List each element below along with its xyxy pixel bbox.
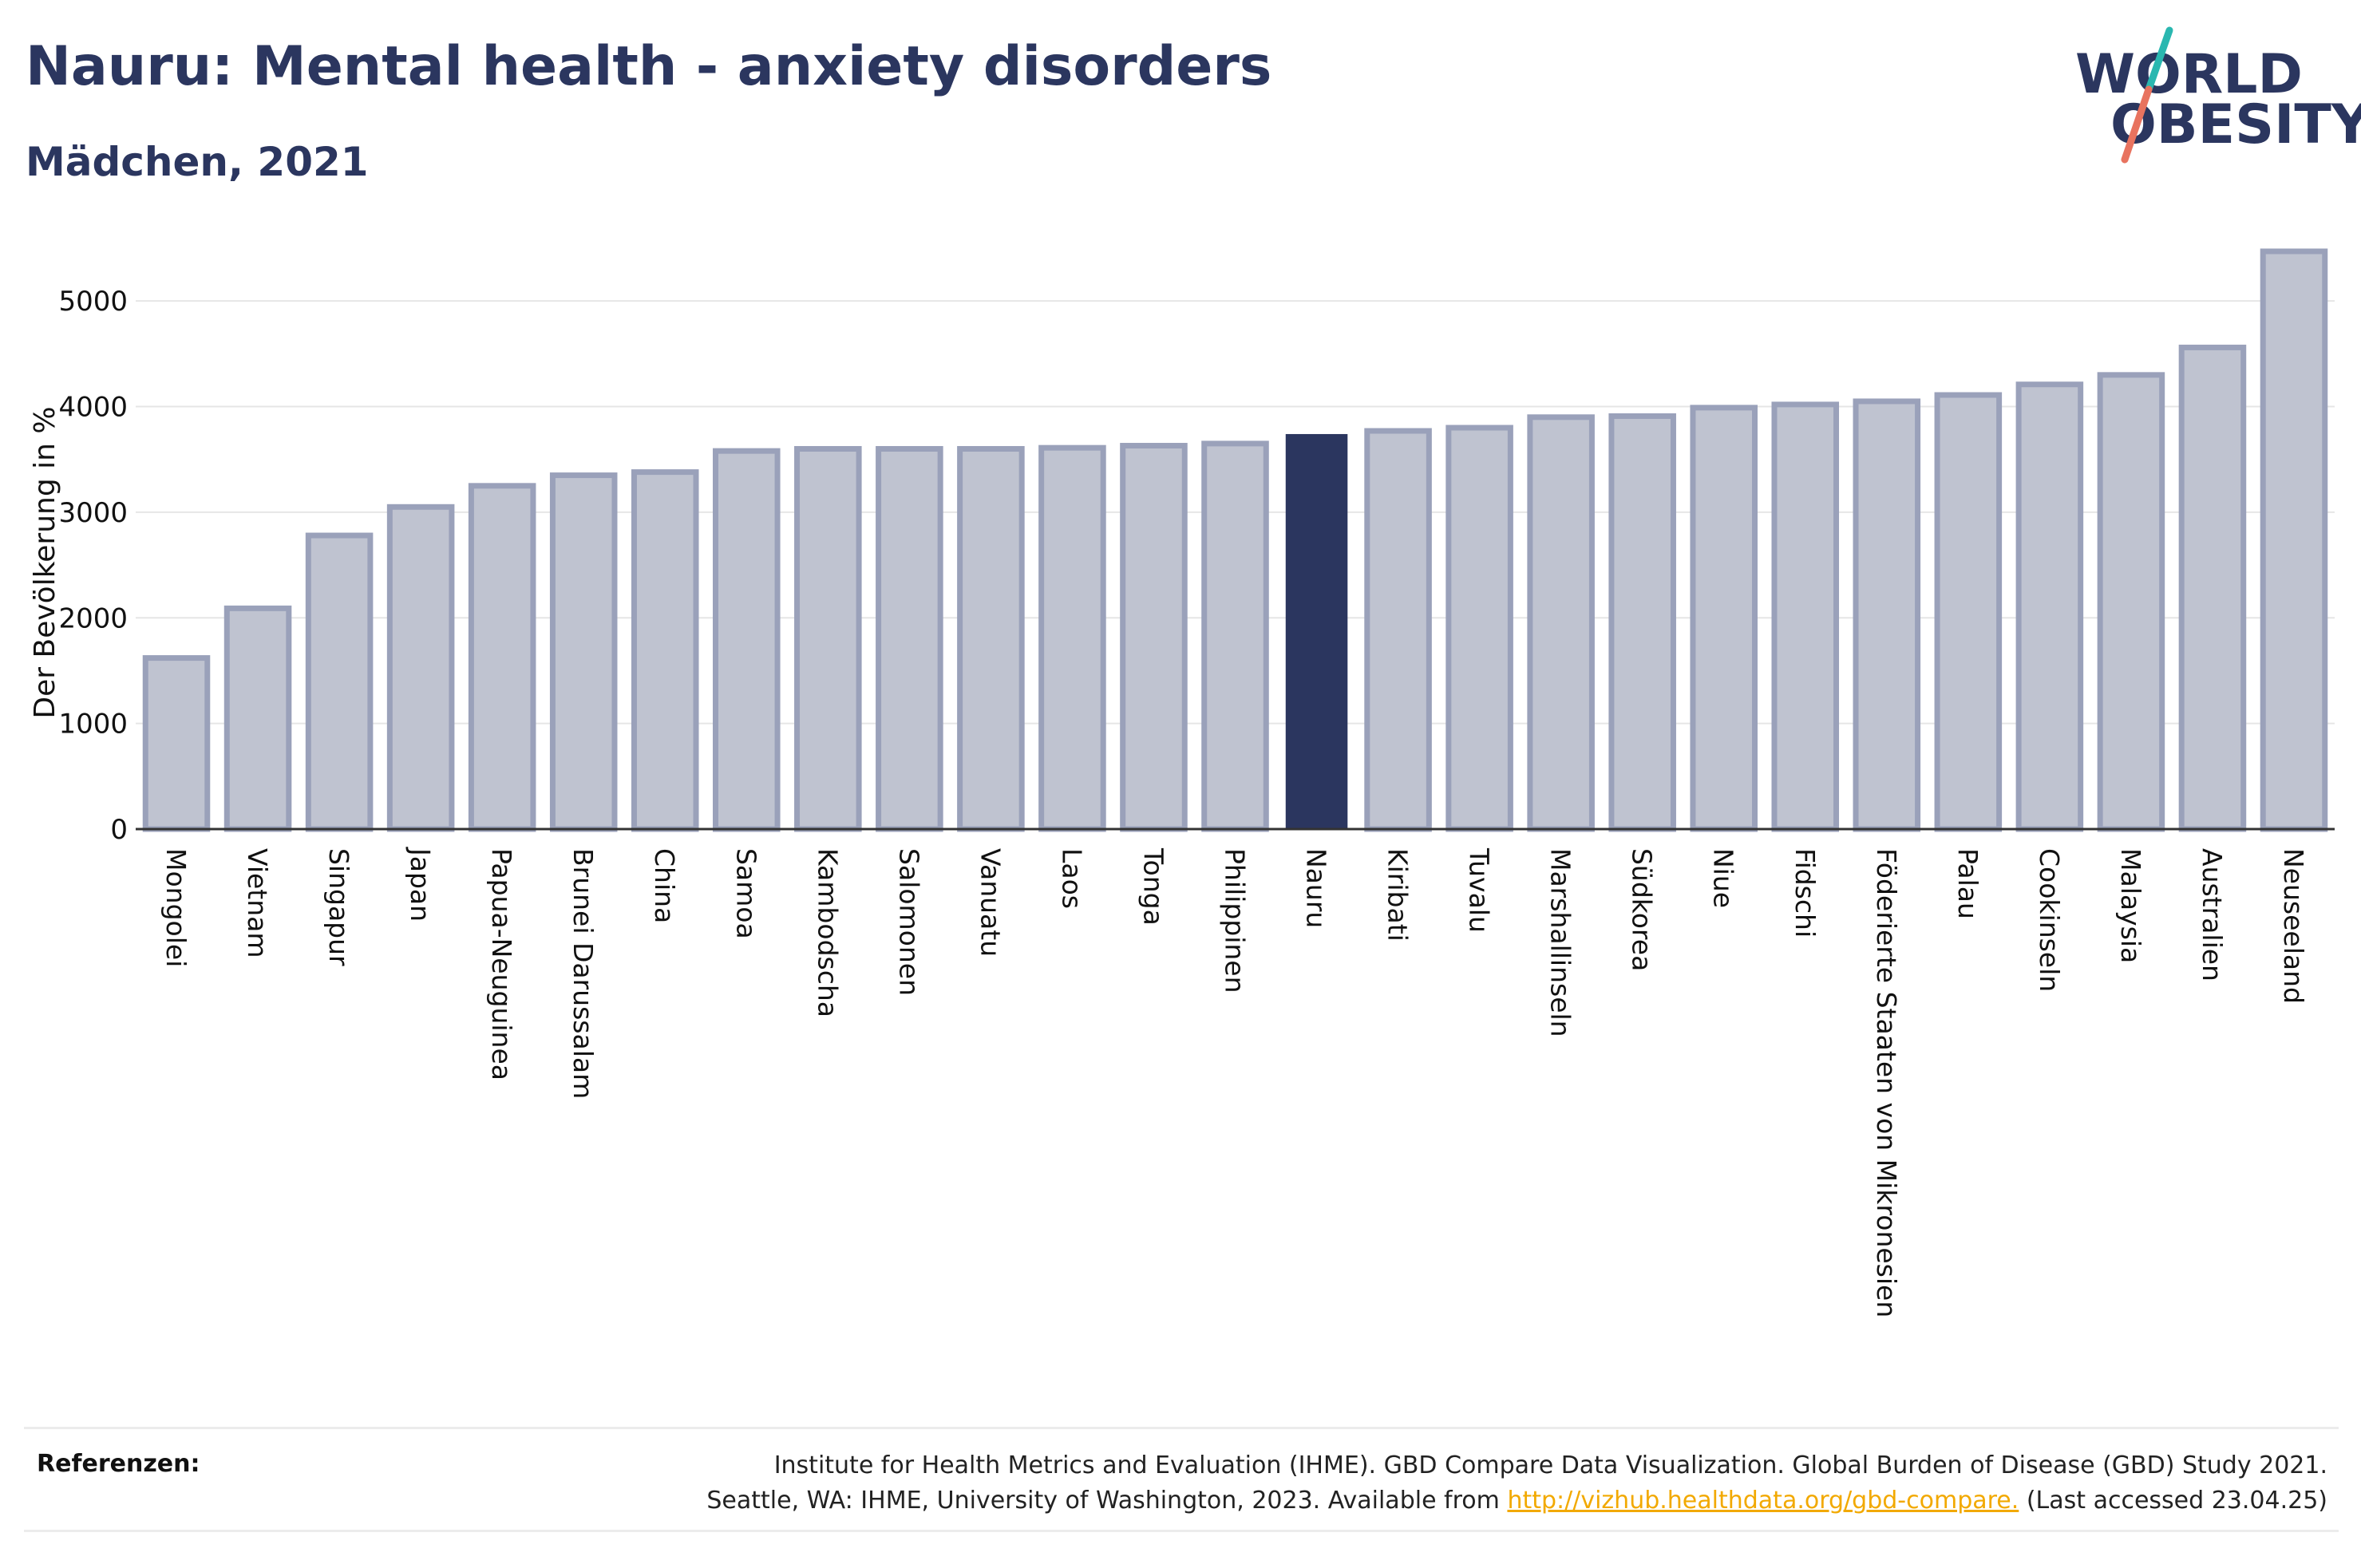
bar: [2015, 381, 2084, 832]
x-tick-label: Tuvalu: [1464, 847, 1495, 933]
y-axis-label: Der Bevölkerung in %: [29, 406, 61, 718]
x-tick-label: Vanuatu: [975, 848, 1006, 957]
bar: [794, 445, 862, 832]
world-obesity-logo: WORLD OBESITY: [2075, 22, 2361, 166]
bar: [876, 445, 943, 832]
y-tick-label: 3000: [58, 497, 128, 529]
bar: [1690, 405, 1758, 832]
bar: [305, 532, 374, 832]
x-tick-label: Föderierte Staaten von Mikronesien: [1871, 848, 1902, 1317]
logo-line-1: WORLD: [2075, 43, 2303, 106]
reference-link[interactable]: http://vizhub.healthdata.org/gbd-compare…: [1507, 1487, 2019, 1515]
logo-slash-icon: [2121, 26, 2173, 164]
reference-line-2-prefix: Seattle, WA: IHME, University of Washing…: [706, 1487, 1500, 1515]
x-tick-label: Papua-Neuguinea: [486, 848, 517, 1080]
bar: [631, 469, 699, 832]
x-tick-label: Palau: [1952, 848, 1983, 919]
y-tick-label: 5000: [58, 286, 128, 318]
x-tick-label: Australien: [2197, 848, 2228, 981]
bar: [2178, 344, 2247, 832]
bar: [1608, 413, 1676, 832]
bar: [1527, 414, 1595, 832]
reference-line-1: Institute for Health Metrics and Evaluat…: [773, 1451, 2327, 1479]
y-axis-ticks: 0 1000 2000 3000 4000 5000: [58, 286, 128, 846]
bar-chart: 0 1000 2000 3000 4000 5000 Mongolei Vietnam Sin…: [29, 248, 2335, 1317]
bar: [142, 655, 211, 832]
bar: [1120, 443, 1188, 832]
x-tick-label: Salomonen: [893, 848, 924, 996]
x-tick-label: Brunei Darussalam: [568, 848, 599, 1099]
x-tick-label: Tonga: [1137, 847, 1169, 926]
x-tick-label: Fidschi: [1790, 848, 1821, 938]
y-tick-label: 1000: [58, 709, 128, 741]
bars: [142, 248, 2328, 832]
bar: [223, 605, 292, 832]
x-tick-label: Singapur: [323, 848, 354, 966]
references-section: Referenzen: Institute for Health Metrics…: [24, 1427, 2339, 1532]
x-tick-label: Vietnam: [242, 848, 273, 958]
bar: [1853, 398, 1921, 832]
bar: [1771, 401, 1840, 832]
bar: [957, 445, 1025, 832]
x-tick-label: Laos: [1056, 848, 1087, 909]
bar: [2260, 248, 2328, 832]
x-tick-label: Kiribati: [1382, 848, 1414, 942]
bar: [1445, 425, 1513, 832]
page-subtitle: Mädchen, 2021: [26, 139, 369, 185]
bar: [549, 472, 618, 832]
x-tick-label: China: [649, 848, 680, 923]
x-axis-ticks: Mongolei Vietnam Singapur Japan Papua-Neugui…: [160, 847, 2309, 1317]
bar-highlight-nauru: [1285, 433, 1348, 829]
bar: [1201, 440, 1269, 832]
x-tick-label: Cookinseln: [2034, 848, 2065, 992]
x-tick-label: Kambodscha: [812, 848, 843, 1017]
x-tick-label: Mongolei: [160, 848, 192, 967]
logo-line-2: OBESITY: [2110, 93, 2361, 156]
bar: [713, 448, 781, 832]
page-title: Nauru: Mental health - anxiety disorders: [26, 35, 1272, 98]
references-label: Referenzen:: [37, 1450, 200, 1478]
bar: [1038, 444, 1106, 832]
x-tick-label: Südkorea: [1627, 848, 1658, 971]
x-tick-label: Neuseeland: [2278, 848, 2309, 1004]
y-tick-label: 4000: [58, 392, 128, 424]
x-tick-label: Niue: [1708, 848, 1739, 908]
x-tick-label: Samoa: [730, 848, 761, 939]
reference-line-2-suffix: (Last accessed 23.04.25): [2026, 1487, 2327, 1515]
bar: [2097, 372, 2165, 832]
bar: [1934, 392, 2003, 832]
x-tick-label: Nauru: [1301, 848, 1332, 928]
y-tick-label: 2000: [58, 602, 128, 634]
x-tick-label: Philippinen: [1220, 848, 1251, 993]
y-tick-label: 0: [110, 814, 128, 846]
bar: [1364, 428, 1432, 832]
x-tick-label: Japan: [405, 847, 436, 922]
x-tick-label: Malaysia: [2115, 848, 2146, 963]
references-text: Institute for Health Metrics and Evaluat…: [332, 1448, 2327, 1519]
bar: [468, 483, 536, 832]
x-tick-label: Marshallinseln: [1545, 848, 1576, 1037]
bar: [386, 504, 455, 832]
